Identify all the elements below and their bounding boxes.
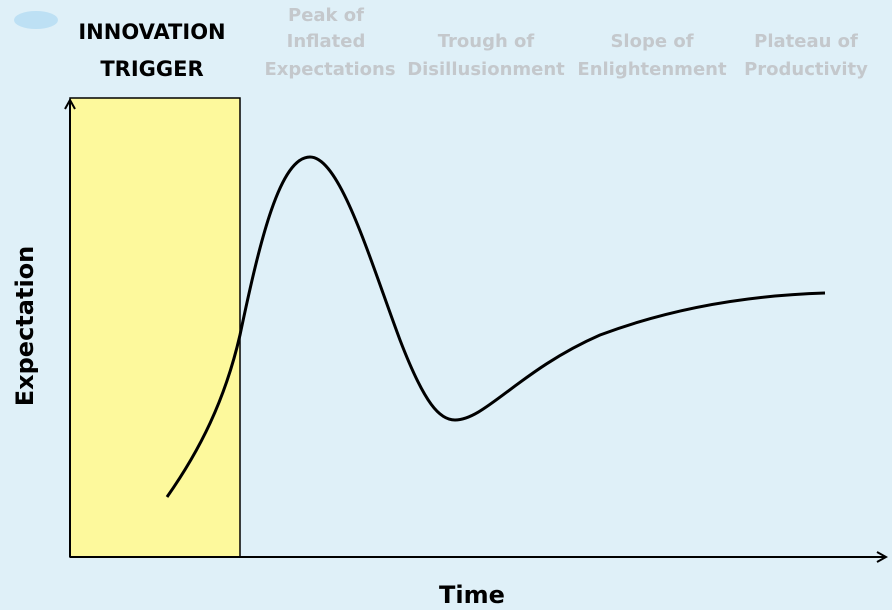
phase-label: TRIGGER xyxy=(100,57,203,81)
phase-label: INNOVATION xyxy=(78,20,225,44)
phase-label: Productivity xyxy=(744,59,868,80)
x-axis-label: Time xyxy=(439,581,505,609)
phase-label: Trough of xyxy=(438,31,535,52)
phase-label: Peak of xyxy=(288,5,364,26)
phase-label: Slope of xyxy=(610,31,693,52)
phase-label: Expectations xyxy=(264,59,395,80)
hype-curve xyxy=(165,155,826,498)
phase-label: Inflated xyxy=(287,31,366,52)
decor-ellipse xyxy=(14,11,58,29)
innovation-trigger-zone xyxy=(69,97,241,558)
phase-label: Plateau of xyxy=(754,31,858,52)
phase-label: Enlightenment xyxy=(577,59,727,80)
y-axis-label: Expectation xyxy=(11,246,39,407)
phase-label: Disillusionment xyxy=(407,59,565,80)
